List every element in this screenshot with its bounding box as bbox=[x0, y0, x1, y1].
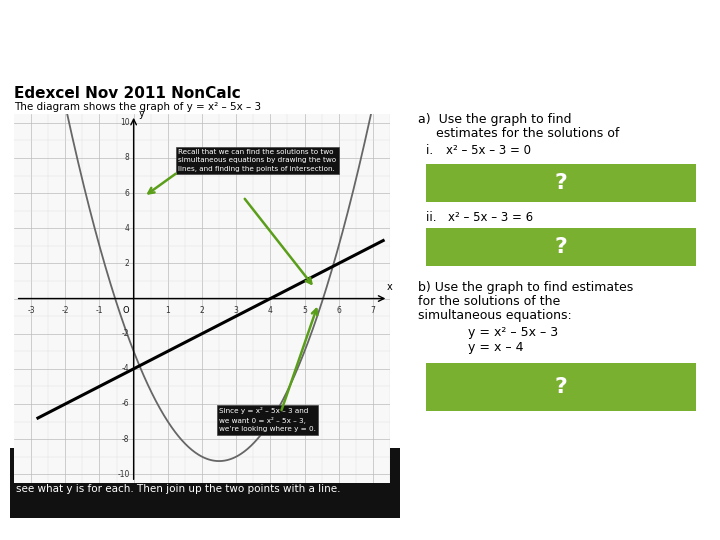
Bar bbox=[426, 228, 696, 266]
Text: -2: -2 bbox=[61, 306, 69, 315]
Text: 10: 10 bbox=[120, 118, 130, 127]
Text: see what y is for each. Then join up the two points with a line.: see what y is for each. Then join up the… bbox=[16, 484, 341, 494]
Text: simultaneous equations:: simultaneous equations: bbox=[418, 309, 572, 322]
Bar bbox=[426, 363, 696, 411]
Text: 4: 4 bbox=[125, 224, 130, 233]
Text: -6: -6 bbox=[122, 400, 130, 408]
Text: 3: 3 bbox=[234, 306, 238, 315]
Text: Since y = x² – 5x – 3 and
we want 0 = x² – 5x – 3,
we’re looking where y = 0.: Since y = x² – 5x – 3 and we want 0 = x²… bbox=[219, 408, 316, 433]
Text: 6: 6 bbox=[125, 188, 130, 198]
Text: 2: 2 bbox=[125, 259, 130, 268]
Text: Preview: Preview bbox=[534, 19, 634, 39]
Text: ?: ? bbox=[554, 237, 567, 257]
Text: ?: ? bbox=[554, 173, 567, 193]
Bar bbox=[10, 448, 400, 518]
Text: 7: 7 bbox=[371, 306, 375, 315]
Text: y = x – 4 is to just pick two sensible values of x (e.g. 0 and 4), and: y = x – 4 is to just pick two sensible v… bbox=[16, 470, 363, 480]
Text: Recall that we can find the solutions to two
simultaneous equations by drawing t: Recall that we can find the solutions to… bbox=[178, 149, 336, 172]
Text: 1: 1 bbox=[166, 306, 170, 315]
Text: -1: -1 bbox=[96, 306, 103, 315]
Text: for the solutions of the: for the solutions of the bbox=[418, 295, 560, 308]
Text: -4: -4 bbox=[122, 364, 130, 373]
Text: i.: i. bbox=[426, 144, 448, 157]
Text: 8: 8 bbox=[125, 153, 130, 163]
Text: 4: 4 bbox=[268, 306, 273, 315]
Text: ii.: ii. bbox=[426, 211, 448, 224]
Text: O: O bbox=[123, 306, 130, 315]
Text: Edexcel Nov 2011 NonCalc: Edexcel Nov 2011 NonCalc bbox=[14, 86, 240, 101]
Text: x² – 5x – 3 = 6: x² – 5x – 3 = 6 bbox=[448, 211, 533, 224]
Text: 6: 6 bbox=[336, 306, 341, 315]
Text: estimates for the solutions of: estimates for the solutions of bbox=[436, 127, 619, 140]
Text: -2: -2 bbox=[122, 329, 130, 338]
Text: Bro Tip:: Bro Tip: bbox=[16, 456, 63, 466]
Text: -10: -10 bbox=[117, 470, 130, 479]
Text: #4 Solving Quadratics by using a Graph -: #4 Solving Quadratics by using a Graph - bbox=[13, 19, 483, 39]
Text: The diagram shows the graph of y = x² – 5x – 3: The diagram shows the graph of y = x² – … bbox=[14, 102, 261, 112]
Text: 2: 2 bbox=[199, 306, 204, 315]
Text: y = x – 4: y = x – 4 bbox=[468, 341, 523, 354]
Text: y = x² – 5x – 3: y = x² – 5x – 3 bbox=[468, 326, 558, 339]
Text: 5: 5 bbox=[302, 306, 307, 315]
Text: x² – 5x – 3 = 0: x² – 5x – 3 = 0 bbox=[446, 144, 531, 157]
Text: x: x bbox=[387, 282, 393, 292]
Text: ?: ? bbox=[554, 377, 567, 397]
Text: y: y bbox=[139, 109, 145, 119]
Text: Remember that the easiest way to sketch lines like: Remember that the easiest way to sketch … bbox=[62, 456, 329, 466]
Text: -8: -8 bbox=[122, 435, 130, 444]
Text: b) Use the graph to find estimates: b) Use the graph to find estimates bbox=[418, 281, 634, 294]
Text: -3: -3 bbox=[27, 306, 35, 315]
Text: a)  Use the graph to find: a) Use the graph to find bbox=[418, 113, 572, 126]
Bar bbox=[426, 164, 696, 202]
